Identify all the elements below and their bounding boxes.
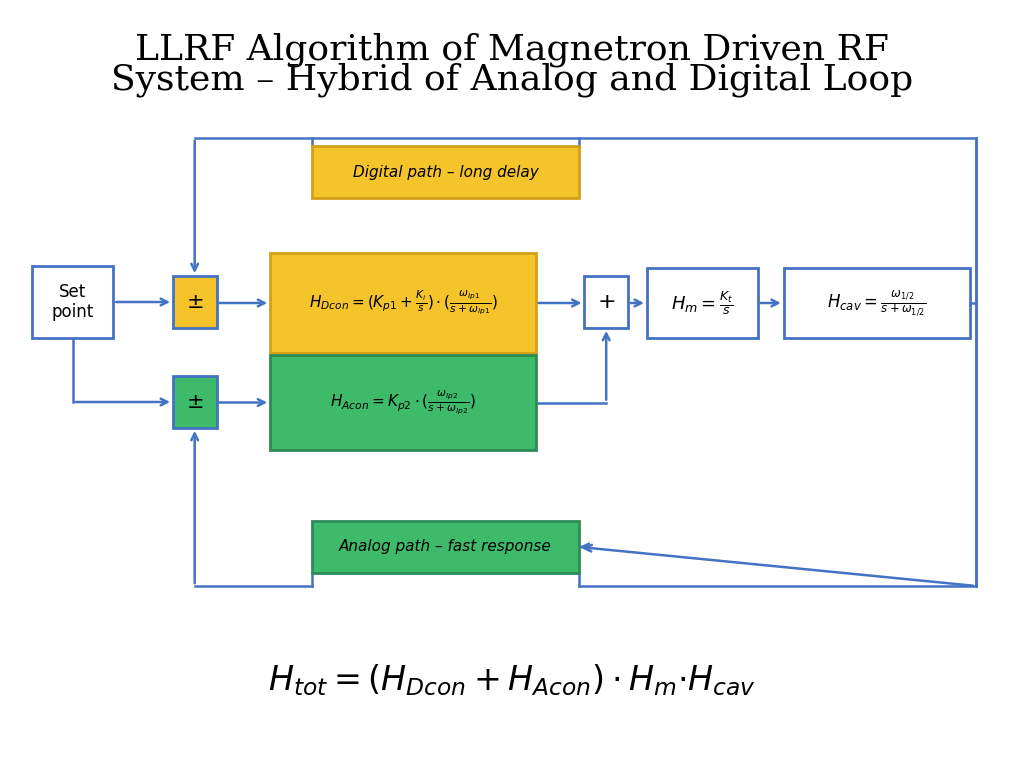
FancyBboxPatch shape: [173, 376, 216, 428]
Text: $H_{tot} = (H_{Dcon}+H_{Acon})\cdot H_m{\cdot}H_{cav}$: $H_{tot} = (H_{Dcon}+H_{Acon})\cdot H_m{…: [268, 662, 756, 698]
FancyBboxPatch shape: [173, 276, 216, 328]
Text: $+$: $+$: [597, 292, 615, 312]
FancyBboxPatch shape: [270, 355, 536, 450]
Text: Digital path – long delay: Digital path – long delay: [352, 164, 539, 180]
Text: $\pm$: $\pm$: [186, 392, 204, 412]
FancyBboxPatch shape: [585, 276, 628, 328]
Text: Set
point: Set point: [51, 283, 94, 321]
Text: System – Hybrid of Analog and Digital Loop: System – Hybrid of Analog and Digital Lo…: [111, 63, 913, 98]
Text: LLRF Algorithm of Magnetron Driven RF: LLRF Algorithm of Magnetron Driven RF: [135, 33, 889, 68]
FancyBboxPatch shape: [32, 266, 114, 338]
FancyBboxPatch shape: [311, 521, 580, 573]
Text: Analog path – fast response: Analog path – fast response: [339, 539, 552, 554]
FancyBboxPatch shape: [270, 253, 536, 353]
FancyBboxPatch shape: [311, 146, 580, 198]
Text: $H_m=\frac{K_t}{s}$: $H_m=\frac{K_t}{s}$: [671, 289, 733, 317]
Text: $H_{Acon}=K_{p2}\cdot(\frac{\omega_{lp2}}{s+\omega_{lp2}})$: $H_{Acon}=K_{p2}\cdot(\frac{\omega_{lp2}…: [330, 389, 476, 416]
FancyBboxPatch shape: [647, 268, 758, 338]
Text: $H_{cav}=\frac{\omega_{1/2}}{s+\omega_{1/2}}$: $H_{cav}=\frac{\omega_{1/2}}{s+\omega_{1…: [827, 289, 927, 317]
FancyBboxPatch shape: [783, 268, 970, 338]
Text: $H_{Dcon}=(K_{p1}+\frac{K_i}{s})\cdot(\frac{\omega_{lp1}}{s+\omega_{lp1}})$: $H_{Dcon}=(K_{p1}+\frac{K_i}{s})\cdot(\f…: [308, 289, 498, 317]
Text: $\pm$: $\pm$: [186, 292, 204, 312]
